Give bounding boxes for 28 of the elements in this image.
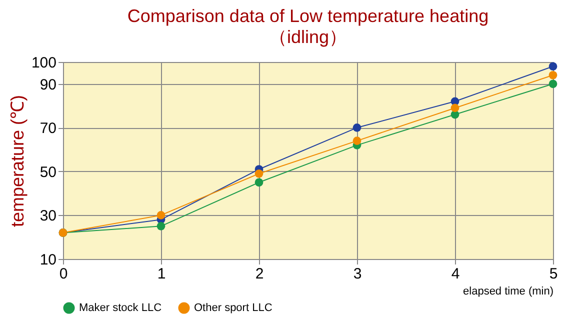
y-tick-label: 70	[40, 120, 56, 138]
point	[156, 211, 166, 220]
x-tick-label: 5	[549, 266, 558, 282]
legend-label: Other sport LLC	[194, 302, 272, 314]
point	[548, 70, 558, 80]
y-tick-label: 50	[40, 164, 56, 181]
point	[450, 104, 460, 112]
x-tick-label: 0	[59, 266, 68, 282]
y-axis-title: temperature (℃)	[7, 94, 28, 228]
x-tick-label: 4	[451, 266, 460, 282]
point	[548, 62, 558, 71]
y-tick-label: 90	[40, 76, 56, 94]
chart-subtitle: （idling）	[268, 27, 348, 47]
point	[352, 123, 362, 132]
x-axis-title: elapsed time (min)	[463, 286, 554, 298]
x-tick-label: 1	[157, 266, 166, 282]
legend-label: Maker stock LLC	[79, 302, 162, 314]
y-tick-label: 100	[31, 54, 56, 72]
x-tick-label: 3	[353, 266, 362, 282]
y-tick-label: 30	[40, 208, 56, 225]
point	[548, 80, 558, 88]
point	[352, 136, 362, 145]
y-tick-label: 10	[40, 252, 56, 268]
chart-title: Comparison data of Low temperature heating	[127, 6, 489, 26]
point	[254, 169, 264, 178]
x-tick-label: 2	[255, 266, 264, 282]
point	[254, 178, 264, 187]
point	[156, 222, 166, 230]
